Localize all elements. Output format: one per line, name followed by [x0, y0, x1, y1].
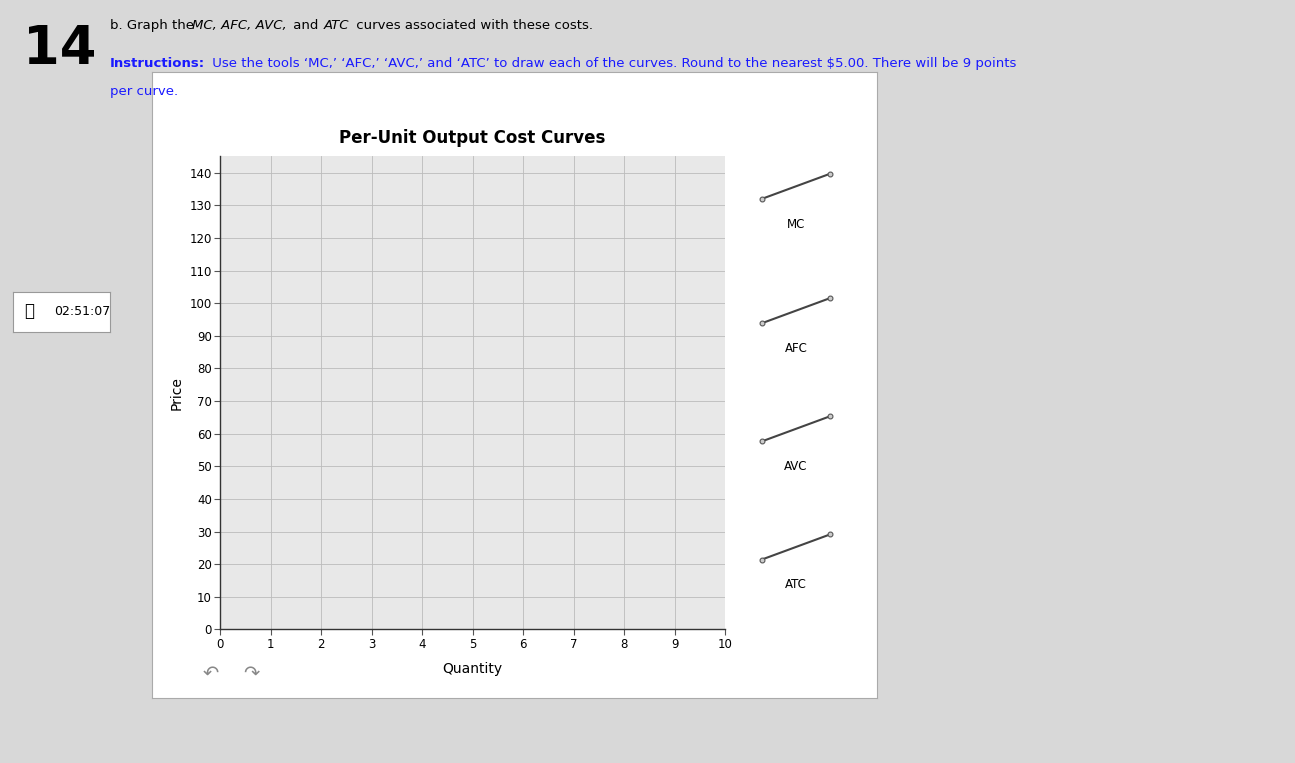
Text: ↷: ↷ — [243, 665, 259, 683]
Text: AVC: AVC — [785, 460, 808, 473]
Text: MC, AFC, AVC,: MC, AFC, AVC, — [192, 19, 286, 32]
Text: ▲: ▲ — [798, 684, 805, 694]
Text: b. Graph the: b. Graph the — [110, 19, 198, 32]
Text: 02:51:07: 02:51:07 — [53, 304, 110, 317]
X-axis label: Quantity: Quantity — [443, 662, 502, 676]
Text: 14: 14 — [23, 23, 97, 75]
Text: AFC: AFC — [785, 342, 807, 355]
Text: Use the tools ‘MC,’ ‘AFC,’ ‘AVC,’ and ‘ATC’ to draw each of the curves. Round to: Use the tools ‘MC,’ ‘AFC,’ ‘AVC,’ and ‘A… — [208, 57, 1017, 70]
Text: Instructions:: Instructions: — [110, 57, 205, 70]
Title: Per-Unit Output Cost Curves: Per-Unit Output Cost Curves — [339, 128, 606, 146]
Text: and: and — [289, 19, 322, 32]
Text: curves associated with these costs.: curves associated with these costs. — [352, 19, 593, 32]
Text: ⧖: ⧖ — [25, 302, 35, 320]
Text: per curve.: per curve. — [110, 85, 179, 98]
Text: ↶: ↶ — [203, 665, 219, 683]
Text: ▲: ▲ — [798, 76, 805, 85]
Text: MC: MC — [787, 217, 805, 230]
Text: ATC: ATC — [324, 19, 350, 32]
Text: ATC: ATC — [785, 578, 807, 591]
Y-axis label: Price: Price — [170, 376, 184, 410]
Text: reset: reset — [369, 665, 400, 679]
